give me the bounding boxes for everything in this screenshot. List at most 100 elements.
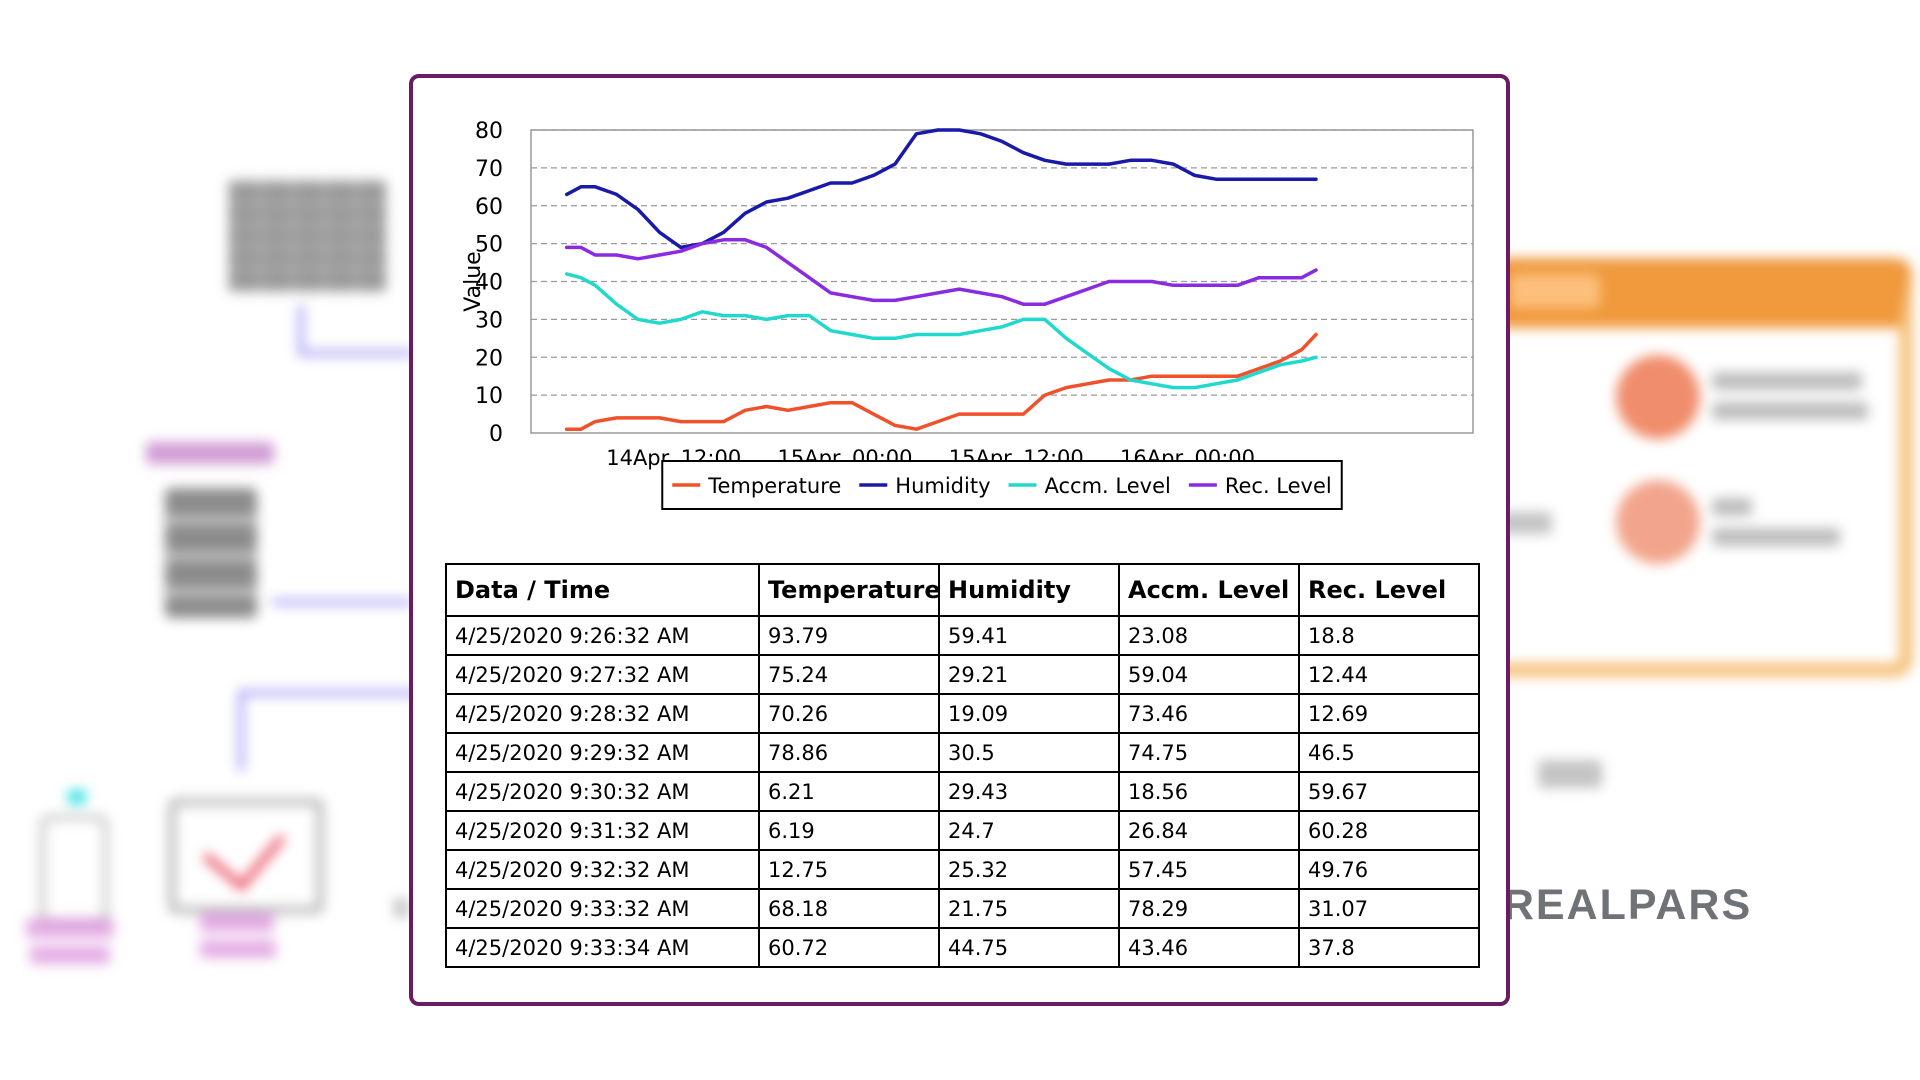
table-cell: 12.44 [1298,654,1480,695]
signal-icon [68,790,86,804]
series-line-accm-level [564,272,1318,390]
table-cell: 12.69 [1298,693,1480,734]
circle-icon [1616,355,1700,439]
y-tick-label: 10 [475,384,503,409]
y-tick-label: 80 [475,119,503,144]
orange-panel-title [1510,274,1600,308]
blurred-text [1538,760,1602,788]
blurred-text [394,898,408,918]
mobile-device-icon [40,815,108,925]
table-cell: 59.04 [1118,654,1300,695]
blurred-text [1712,498,1752,516]
table-cell: 49.76 [1298,849,1480,890]
table-cell: 4/25/2020 9:27:32 AM [445,654,760,695]
monitor-icon [168,798,324,914]
blurred-text [1712,402,1868,420]
table-cell: 78.86 [758,732,940,773]
circle-icon [1616,480,1700,564]
column-header: Temperature [758,563,940,617]
y-tick-label: 50 [475,233,503,258]
blurred-text [1712,528,1840,546]
series-line-humidity [564,128,1318,250]
table-row: 4/25/2020 9:32:32 AM 12.75 25.32 57.45 49.76 [445,849,1480,890]
table-cell: 4/25/2020 9:29:32 AM [445,732,760,773]
monitor-label [200,940,276,958]
table-cell: 4/25/2020 9:30:32 AM [445,771,760,812]
table-cell: 57.45 [1118,849,1300,890]
legend-item: Rec. Level [1188,474,1332,498]
table-cell: 68.18 [758,888,940,929]
table-cell: 30.5 [938,732,1120,773]
connector-arrow [238,690,419,771]
table-cell: 37.8 [1298,927,1480,968]
table-cell: 18.8 [1298,615,1480,656]
table-cell: 19.09 [938,693,1120,734]
table-row: 4/25/2020 9:28:32 AM 70.26 19.09 73.46 12.69 [445,693,1480,734]
series-line-rec-level [564,238,1318,306]
table-cell: 4/25/2020 9:33:34 AM [445,927,760,968]
table-cell: 21.75 [938,888,1120,929]
grid-thumbnail-icon [228,180,386,292]
table-cell: 4/25/2020 9:26:32 AM [445,615,760,656]
y-tick-label: 70 [475,157,503,182]
table-row: 4/25/2020 9:26:32 AM 93.79 59.41 23.08 18.8 [445,615,1480,656]
orange-panel [1480,258,1913,677]
table-cell: 75.24 [758,654,940,695]
database-label [146,442,274,464]
mobile-label [30,946,110,964]
chart-table-panel: 0 10 20 30 40 50 60 70 80 14Apr. 12:00 15Apr. 00:… [409,74,1510,1006]
plot-area-frame [530,129,1474,434]
table-cell: 24.7 [938,810,1120,851]
table-cell: 4/25/2020 9:32:32 AM [445,849,760,890]
mobile-label [26,918,114,938]
y-tick-label: 40 [475,271,503,296]
chart-legend: Temperature Humidity Accm. Level Rec. Level [661,460,1343,510]
table-cell: 31.07 [1298,888,1480,929]
legend-label: Humidity [895,474,990,498]
y-axis-label: Value [461,251,486,311]
table-cell: 6.21 [758,771,940,812]
blurred-text [1500,512,1552,534]
column-header: Humidity [938,563,1120,617]
table-cell: 26.84 [1118,810,1300,851]
y-tick-label: 20 [475,346,503,371]
table-cell: 78.29 [1118,888,1300,929]
table-cell: 4/25/2020 9:33:32 AM [445,888,760,929]
table-cell: 59.41 [938,615,1120,656]
legend-label: Accm. Level [1045,474,1171,498]
y-tick-label: 60 [475,195,503,220]
table-cell: 6.19 [758,810,940,851]
table-cell: 70.26 [758,693,940,734]
column-header: Data / Time [445,563,760,617]
table-row: 4/25/2020 9:33:34 AM 60.72 44.75 43.46 37.8 [445,927,1480,968]
table-cell: 25.32 [938,849,1120,890]
grid-layer [531,129,1473,396]
legend-label: Rec. Level [1225,474,1332,498]
table-row: 4/25/2020 9:33:32 AM 68.18 21.75 78.29 31.07 [445,888,1480,929]
table-row: 4/25/2020 9:31:32 AM 6.19 24.7 26.84 60.28 [445,810,1480,851]
data-table: Data / Time Temperature Humidity Accm. Leve… [445,563,1480,968]
table-cell: 29.43 [938,771,1120,812]
table-cell: 44.75 [938,927,1120,968]
legend-item: Accm. Level [1008,474,1171,498]
table-cell: 59.67 [1298,771,1480,812]
y-tick-label: 30 [475,308,503,333]
y-axis-ticks: 0 10 20 30 40 50 60 70 80 [475,119,503,447]
monitor-label [200,912,274,932]
series-layer [564,128,1318,431]
legend-box [661,460,1343,510]
legend-item: Humidity [859,474,991,498]
realpars-logo: REALPARS [1502,881,1753,929]
legend-label: Temperature [707,474,841,498]
table-cell: 23.08 [1118,615,1300,656]
y-tick-label: 0 [489,422,503,447]
table-cell: 73.46 [1118,693,1300,734]
table-cell: 60.28 [1298,810,1480,851]
database-icon [165,488,257,618]
table-row: 4/25/2020 9:30:32 AM 6.21 29.43 18.56 59.67 [445,771,1480,812]
table-cell: 60.72 [758,927,940,968]
table-header-row: Data / Time Temperature Humidity Accm. Leve… [445,563,1480,617]
legend-item: Temperature [672,474,841,498]
